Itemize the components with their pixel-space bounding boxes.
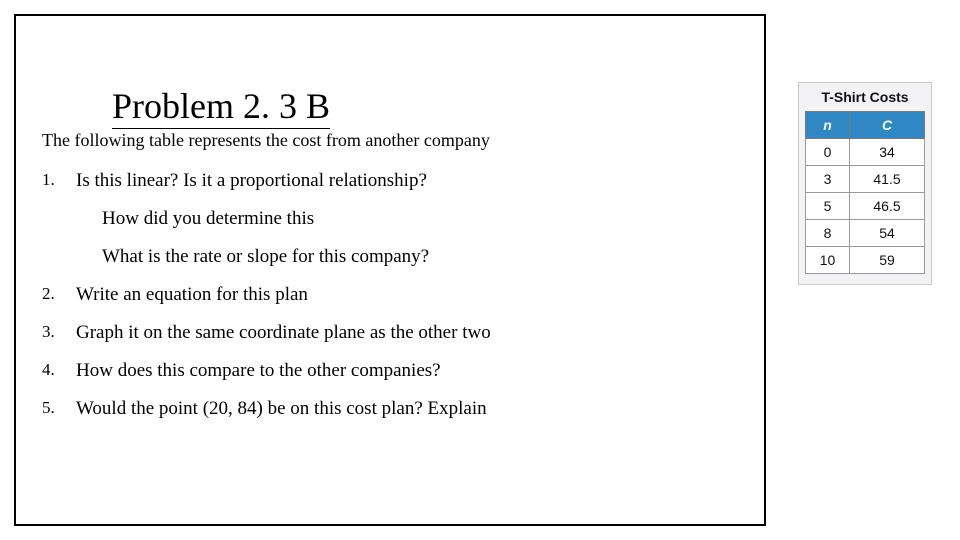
slide-frame: Problem 2. 3 B The following table repre…: [14, 14, 766, 526]
q2-text: Write an equation for this plan: [76, 284, 742, 306]
q3-text: Graph it on the same coordinate plane as…: [76, 322, 742, 344]
table-title: T-Shirt Costs: [805, 89, 925, 105]
q5-number: 5.: [42, 398, 76, 418]
question-list: 1. Is this linear? Is it a proportional …: [42, 170, 742, 436]
q4-number: 4.: [42, 360, 76, 380]
table-header-row: n C: [806, 112, 925, 139]
question-3: 3. Graph it on the same coordinate plane…: [42, 322, 742, 344]
question-4: 4. How does this compare to the other co…: [42, 360, 742, 382]
table-row: 0 34: [806, 139, 925, 166]
col-c-header: C: [850, 112, 925, 139]
q4-text: How does this compare to the other compa…: [76, 360, 742, 382]
q1-number: 1.: [42, 170, 76, 190]
cell-c: 41.5: [850, 166, 925, 193]
table-row: 5 46.5: [806, 193, 925, 220]
q1-sub-a: How did you determine this: [102, 208, 742, 230]
cell-n: 10: [806, 247, 850, 274]
problem-subtitle: The following table represents the cost …: [42, 130, 490, 151]
q5-text: Would the point (20, 84) be on this cost…: [76, 398, 742, 420]
q1-sub-b: What is the rate or slope for this compa…: [102, 246, 742, 268]
page: Problem 2. 3 B The following table repre…: [0, 0, 960, 540]
cell-c: 34: [850, 139, 925, 166]
question-2: 2. Write an equation for this plan: [42, 284, 742, 306]
tshirt-costs-box: T-Shirt Costs n C 0 34 3 41.5 5: [798, 82, 932, 285]
tshirt-costs-table: n C 0 34 3 41.5 5 46.5 8: [805, 111, 925, 274]
q3-number: 3.: [42, 322, 76, 342]
problem-title: Problem 2. 3 B: [112, 88, 330, 129]
cell-c: 59: [850, 247, 925, 274]
cell-c: 46.5: [850, 193, 925, 220]
q2-number: 2.: [42, 284, 76, 304]
q1-text: Is this linear? Is it a proportional rel…: [76, 170, 742, 192]
table-row: 3 41.5: [806, 166, 925, 193]
col-n-header: n: [806, 112, 850, 139]
question-5: 5. Would the point (20, 84) be on this c…: [42, 398, 742, 420]
cell-n: 5: [806, 193, 850, 220]
question-1: 1. Is this linear? Is it a proportional …: [42, 170, 742, 192]
cell-n: 0: [806, 139, 850, 166]
table-row: 10 59: [806, 247, 925, 274]
cell-n: 3: [806, 166, 850, 193]
cell-c: 54: [850, 220, 925, 247]
table-row: 8 54: [806, 220, 925, 247]
cell-n: 8: [806, 220, 850, 247]
